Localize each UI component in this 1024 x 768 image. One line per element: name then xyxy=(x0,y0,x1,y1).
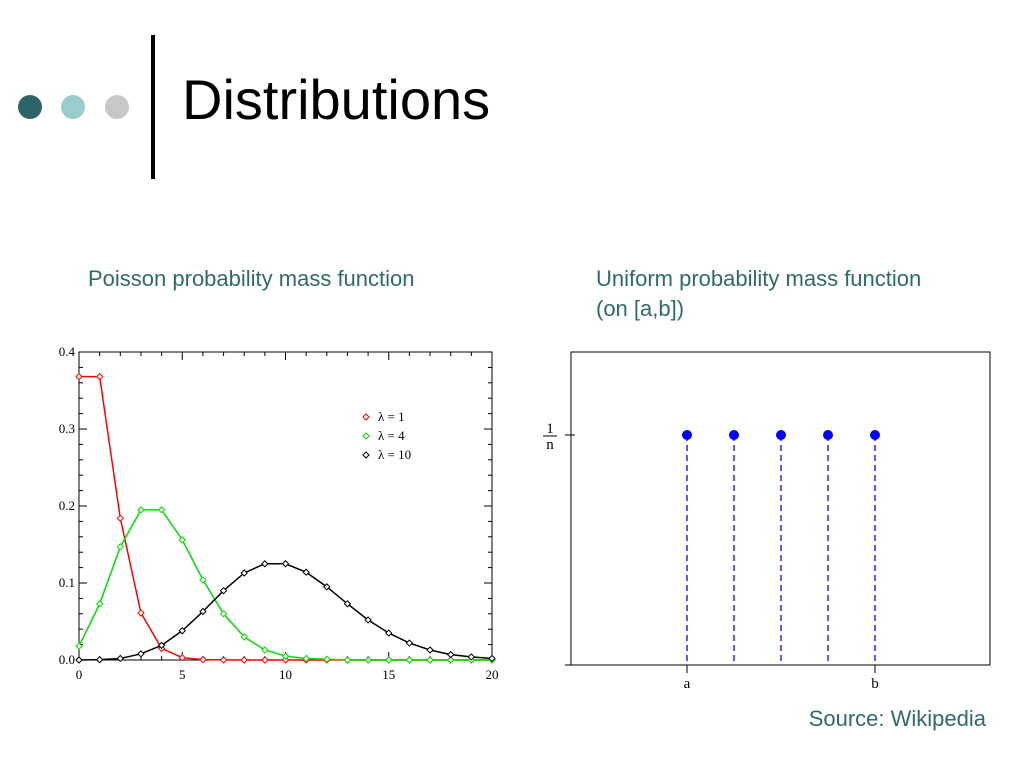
poisson-series-line xyxy=(79,375,492,661)
poisson-data-point xyxy=(95,600,104,608)
poisson-series-line xyxy=(78,509,492,661)
poisson-data-point xyxy=(178,536,186,544)
title-divider xyxy=(151,35,155,179)
poisson-data-point xyxy=(137,609,145,617)
poisson-data-point xyxy=(157,506,166,514)
poisson-data-point xyxy=(95,655,104,664)
uniform-x-label-b: b xyxy=(871,676,879,692)
poisson-data-point xyxy=(261,656,269,664)
poisson-data-point xyxy=(199,576,207,584)
poisson-data-point xyxy=(446,650,455,659)
poisson-data-point xyxy=(178,653,186,662)
poisson-data-point xyxy=(219,586,228,595)
uniform-x-label-a: a xyxy=(684,676,691,692)
poisson-data-point xyxy=(405,639,414,647)
poisson-data-point xyxy=(385,629,393,637)
poisson-data-point xyxy=(281,656,290,664)
uniform-caption-line1: Uniform probability mass function xyxy=(596,266,922,291)
poisson-legend-label: λ = 10 xyxy=(378,447,411,462)
poisson-y-tick-label: 0.3 xyxy=(59,421,75,436)
bullet-dot-gray xyxy=(105,95,129,119)
poisson-data-point xyxy=(426,656,434,664)
poisson-data-point xyxy=(116,514,125,523)
poisson-y-tick-label: 0.2 xyxy=(59,498,75,513)
poisson-legend-marker xyxy=(362,432,370,440)
poisson-data-point xyxy=(240,656,248,664)
poisson-legend-label: λ = 1 xyxy=(378,409,405,424)
poisson-chart: 0 5 10 15 20 0.0 0.1 0.2 0.3 0.4 λ = 1 λ = 4 λ = 10 xyxy=(59,344,499,682)
poisson-data-point xyxy=(178,627,186,635)
poisson-legend-label: λ = 4 xyxy=(378,428,405,443)
poisson-data-point xyxy=(199,607,207,616)
poisson-data-point xyxy=(467,653,476,661)
poisson-data-point xyxy=(426,646,434,654)
uniform-y-label-den: n xyxy=(546,437,554,453)
poisson-legend-marker xyxy=(362,413,370,421)
uniform-caption-line2: (on [a,b]) xyxy=(596,296,685,321)
poisson-data-point xyxy=(116,543,125,551)
uniform-point xyxy=(729,430,739,440)
poisson-data-point xyxy=(95,372,104,381)
poisson-x-tick-label: 20 xyxy=(486,667,499,682)
poisson-caption: Poisson probability mass function xyxy=(88,266,415,291)
poisson-data-point xyxy=(364,616,372,624)
bullet-dot-teal xyxy=(61,95,85,119)
poisson-data-point xyxy=(240,633,248,641)
poisson-data-point xyxy=(446,656,455,664)
uniform-point xyxy=(682,430,692,440)
poisson-data-point xyxy=(323,655,331,663)
poisson-data-point xyxy=(323,583,331,591)
poisson-data-point xyxy=(219,610,228,618)
poisson-y-tick-label: 0.0 xyxy=(59,652,75,667)
poisson-data-point xyxy=(302,568,310,576)
poisson-x-tick-label: 10 xyxy=(279,667,292,682)
poisson-data-point xyxy=(488,654,496,663)
source-credit: Source: Wikipedia xyxy=(808,706,986,731)
poisson-data-point xyxy=(219,656,228,664)
uniform-plot-frame xyxy=(570,351,991,666)
uniform-y-label-num: 1 xyxy=(546,421,554,437)
bullet-dot-dark xyxy=(18,95,42,119)
poisson-data-point xyxy=(157,641,166,650)
poisson-data-point xyxy=(75,642,83,650)
poisson-legend-marker xyxy=(362,451,370,459)
poisson-data-point xyxy=(116,654,125,663)
poisson-data-point xyxy=(137,506,145,514)
poisson-data-point xyxy=(199,655,207,664)
poisson-y-tick-label: 0.1 xyxy=(59,575,75,590)
uniform-chart: 1 n a b xyxy=(543,351,991,692)
uniform-point xyxy=(870,430,880,440)
poisson-data-point xyxy=(281,652,290,660)
poisson-data-point xyxy=(261,560,269,568)
poisson-data-point xyxy=(343,656,352,664)
uniform-point xyxy=(823,430,833,440)
poisson-data-point xyxy=(364,656,372,664)
poisson-data-point xyxy=(405,656,414,664)
poisson-data-point xyxy=(261,646,269,654)
poisson-data-point xyxy=(240,569,248,577)
poisson-data-point xyxy=(75,372,83,381)
poisson-data-point xyxy=(385,656,393,664)
poisson-data-point xyxy=(302,654,310,663)
poisson-data-point xyxy=(137,650,145,658)
poisson-data-point xyxy=(281,560,290,568)
slide-title: Distributions xyxy=(182,68,491,131)
poisson-y-tick-label: 0.4 xyxy=(59,344,76,359)
poisson-x-tick-label: 15 xyxy=(382,667,395,682)
poisson-data-point xyxy=(343,600,352,608)
poisson-x-tick-label: 0 xyxy=(76,667,83,682)
poisson-x-tick-label: 5 xyxy=(179,667,186,682)
uniform-point xyxy=(776,430,786,440)
poisson-data-point xyxy=(75,656,83,664)
